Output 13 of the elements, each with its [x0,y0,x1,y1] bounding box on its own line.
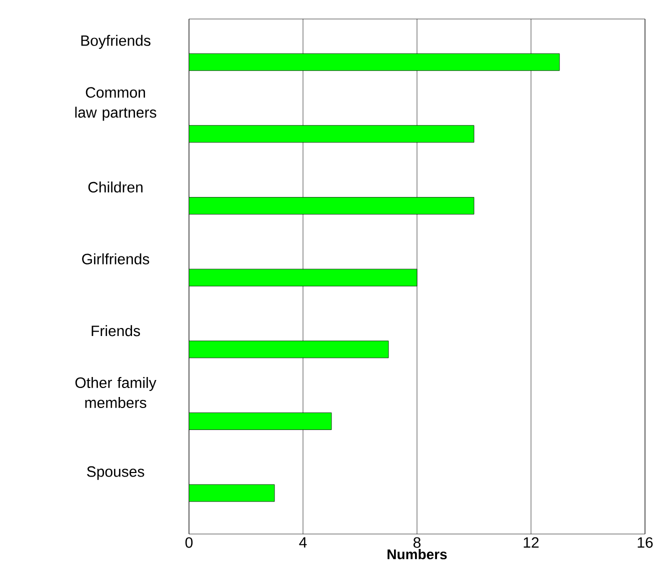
x-tick-label: 4 [299,537,307,548]
y-tick-label: Girlfriends [82,253,150,264]
y-tick-label: Friends [92,325,140,336]
y-tick-label: Common law partners [75,87,156,121]
x-axis-title: Numbers [388,549,447,560]
y-tick-label: Children [88,182,142,193]
x-tick-label: 0 [185,537,193,548]
x-tick-label: 8 [413,537,421,548]
y-tick-label: Boyfriends [81,34,150,49]
x-tick-label: 16 [638,537,653,548]
y-tick-label: Spouses [87,466,144,480]
x-tick-label: 12 [524,537,539,548]
y-tick-label: Other family members [75,377,156,408]
